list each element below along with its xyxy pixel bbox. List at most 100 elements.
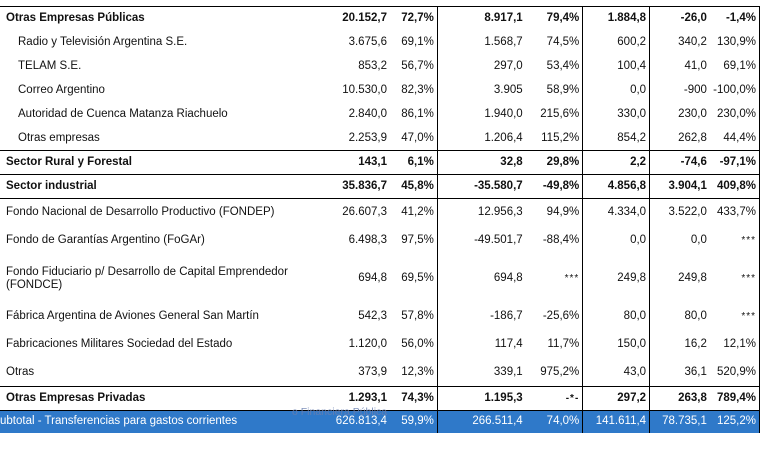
cell-value: 330,0 bbox=[582, 102, 651, 127]
cell-value: 59,9% bbox=[389, 410, 438, 433]
cell-value: 4.334,0 bbox=[582, 198, 651, 227]
table-row: Radio y Televisión Argentina S.E. 3.675,6… bbox=[0, 30, 760, 55]
cell-value: 130,9% bbox=[709, 30, 760, 55]
cell-value: 57,8% bbox=[389, 302, 438, 331]
cell-value: 143,1 bbox=[325, 150, 390, 175]
cell-value: 12,3% bbox=[389, 358, 438, 387]
cell-value: 975,2% bbox=[525, 358, 584, 387]
cell-value: 600,2 bbox=[582, 30, 651, 55]
cell-value: 297,0 bbox=[493, 60, 523, 72]
cell-value: 86,1% bbox=[389, 102, 438, 127]
cell-value: 339,1 bbox=[493, 365, 523, 378]
cell-value: 1.195,3 bbox=[437, 386, 526, 411]
cell-value: -49.501,7 bbox=[474, 234, 523, 246]
table-row: Correo Argentino 10.530,0 82,3% 3.905 58,9% 0… bbox=[0, 78, 760, 103]
cell-value: 10.530,0 bbox=[342, 84, 387, 96]
cell-value: 1.568,7 bbox=[484, 36, 523, 48]
cell-value: 58,9% bbox=[525, 78, 584, 103]
cell-value: 97,5% bbox=[389, 226, 438, 255]
cell-value: 1.884,8 bbox=[582, 6, 651, 31]
row-label: Fondo Fiduciario p/ Desarrollo de Capita… bbox=[6, 265, 288, 291]
cell-value: 249,8 bbox=[678, 272, 707, 284]
cell-value: 56,7% bbox=[389, 54, 438, 79]
cell-value: 117,4 bbox=[494, 338, 523, 350]
cell-value: 16,2 bbox=[684, 338, 707, 350]
cell-value: -35.580,7 bbox=[437, 174, 526, 199]
cell-value: 78.735,1 bbox=[649, 410, 710, 433]
cell-value: 1.206,4 bbox=[484, 131, 523, 144]
cell-value: 11,7% bbox=[525, 330, 584, 359]
cell-value: 100,4 bbox=[582, 54, 651, 79]
table-row: ubtotal - Transferencias para gastos cor… bbox=[0, 410, 760, 433]
cell-value: 26.607,3 bbox=[325, 198, 390, 227]
cell-value: -88,4% bbox=[525, 226, 584, 255]
cell-value: 141.611,4 bbox=[582, 410, 651, 433]
cell-value: 789,4% bbox=[709, 386, 760, 411]
table-row: TELAM S.E. 853,2 56,7% 297,0 53,4% 100,4 41,0 6… bbox=[0, 54, 760, 79]
table-row: Fondo de Garantías Argentino (FoGAr) 6.49… bbox=[0, 226, 760, 255]
cell-value: 47,0% bbox=[389, 126, 438, 151]
row-label: Otras bbox=[6, 365, 35, 378]
cell-value: 4.856,8 bbox=[582, 174, 651, 199]
row-label: Radio y Televisión Argentina S.E. bbox=[18, 36, 188, 48]
cell-value: -100,0% bbox=[709, 78, 760, 103]
table-row: Fabricaciones Militares Sociedad del Est… bbox=[0, 330, 760, 359]
cell-value: 230,0% bbox=[709, 102, 760, 127]
cell-value: 694,8 bbox=[493, 272, 523, 284]
table-row: Fábrica Argentina de Aviones General San… bbox=[0, 302, 760, 331]
cell-value: 520,9% bbox=[709, 358, 760, 387]
cell-value: 230,0 bbox=[678, 108, 707, 120]
cell-value: 266.511,4 bbox=[437, 410, 526, 433]
cell-value: -186,7 bbox=[490, 310, 523, 322]
table-row: Sector Rural y Forestal 143,1 6,1% 32,8 29,8… bbox=[0, 150, 760, 175]
cell-value: 3.675,6 bbox=[348, 36, 387, 48]
cell-value: -*- bbox=[525, 386, 584, 411]
row-label: Otras Empresas Privadas bbox=[0, 386, 326, 411]
cell-value: 694,8 bbox=[358, 272, 387, 284]
cell-value: 43,0 bbox=[582, 358, 651, 387]
table-row: Fondo Fiduciario p/ Desarrollo de Capita… bbox=[0, 254, 760, 303]
cell-value: 263,8 bbox=[649, 386, 710, 411]
cell-value: 0,0 bbox=[690, 234, 707, 246]
row-label: Fondo de Garantías Argentino (FoGAr) bbox=[6, 234, 205, 246]
cell-value: 3.904,1 bbox=[649, 174, 710, 199]
table-row: Fondo Nacional de Desarrollo Productivo … bbox=[0, 198, 760, 227]
cell-value: 79,4% bbox=[525, 6, 584, 31]
cell-value: 150,0 bbox=[582, 330, 651, 359]
table-row: Sector industrial 35.836,7 45,8% -35.580,7-… bbox=[0, 174, 760, 199]
table-row: Otras 373,9 12,3% 339,1 975,2% 43,0 36,1 520,9% bbox=[0, 358, 760, 387]
table-row: Otras Empresas Privadas 1.293,1 74,3% 1.195… bbox=[0, 386, 760, 411]
table-row: Otras Empresas Públicas 20.152,7 72,7% 8.91… bbox=[0, 6, 760, 31]
cell-value: 80,0 bbox=[582, 302, 651, 331]
row-label: Otras Empresas Públicas bbox=[0, 6, 326, 31]
cell-value: -26,0 bbox=[649, 6, 710, 31]
cell-value: -49,8% bbox=[525, 174, 584, 199]
row-label: Otras empresas bbox=[18, 131, 100, 144]
cell-value: 3.522,0 bbox=[649, 198, 710, 227]
table-row: Autoridad de Cuenca Matanza Riachuelo 2.8… bbox=[0, 102, 760, 127]
cell-value: 433,7% bbox=[709, 198, 760, 227]
cell-value: 6,1% bbox=[389, 150, 438, 175]
cell-value: 115,2% bbox=[525, 126, 584, 151]
row-label: TELAM S.E. bbox=[18, 60, 82, 72]
cell-value: -74,6 bbox=[649, 150, 710, 175]
cell-value: 45,8% bbox=[389, 174, 438, 199]
cell-value: *** bbox=[709, 302, 760, 331]
cell-value: 1.120,0 bbox=[348, 338, 387, 350]
cell-value: -900 bbox=[683, 84, 707, 96]
cell-value: 854,2 bbox=[582, 126, 651, 151]
table-row: Otras empresas 2.253,9 47,0% 1.206,4 115,2% 8… bbox=[0, 126, 760, 151]
cell-value: -25,6% bbox=[525, 302, 584, 331]
cell-value: 44,4% bbox=[709, 126, 760, 151]
cell-value: 35.836,7 bbox=[325, 174, 390, 199]
cell-value: 32,8 bbox=[437, 150, 526, 175]
cell-value: 12,1% bbox=[709, 330, 760, 359]
cell-value: 6.498,3 bbox=[348, 234, 387, 246]
cell-value: 249,8 bbox=[582, 254, 651, 303]
cell-value: 8.917,1 bbox=[437, 6, 526, 31]
cell-value: 373,9 bbox=[358, 365, 387, 378]
cell-value: 53,4% bbox=[525, 54, 584, 79]
cell-value: 2.253,9 bbox=[348, 131, 387, 144]
cell-value: *** bbox=[709, 226, 760, 255]
cell-value: -1,4% bbox=[709, 6, 760, 31]
